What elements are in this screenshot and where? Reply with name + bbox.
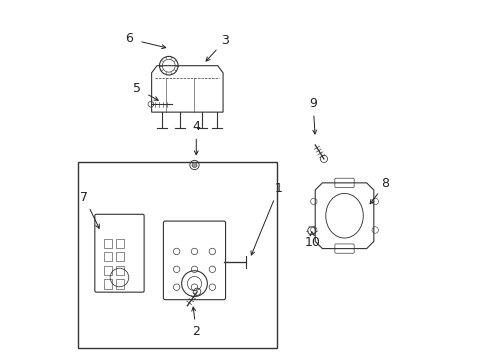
Text: 6: 6 — [125, 32, 133, 45]
Bar — [104, 239, 112, 248]
Text: 4: 4 — [192, 120, 200, 133]
Circle shape — [192, 162, 197, 167]
Text: 5: 5 — [133, 82, 141, 95]
Text: 1: 1 — [274, 183, 282, 195]
Bar — [116, 266, 123, 275]
Bar — [116, 252, 123, 261]
Text: 2: 2 — [192, 325, 200, 338]
Bar — [116, 279, 123, 289]
Bar — [104, 252, 112, 261]
Text: 10: 10 — [305, 236, 320, 249]
Text: 8: 8 — [381, 177, 389, 190]
Bar — [116, 239, 123, 248]
Bar — [104, 266, 112, 275]
Bar — [78, 162, 276, 348]
Text: 7: 7 — [81, 192, 88, 204]
Bar — [104, 279, 112, 289]
Text: 9: 9 — [308, 97, 316, 110]
Text: 3: 3 — [221, 34, 228, 47]
